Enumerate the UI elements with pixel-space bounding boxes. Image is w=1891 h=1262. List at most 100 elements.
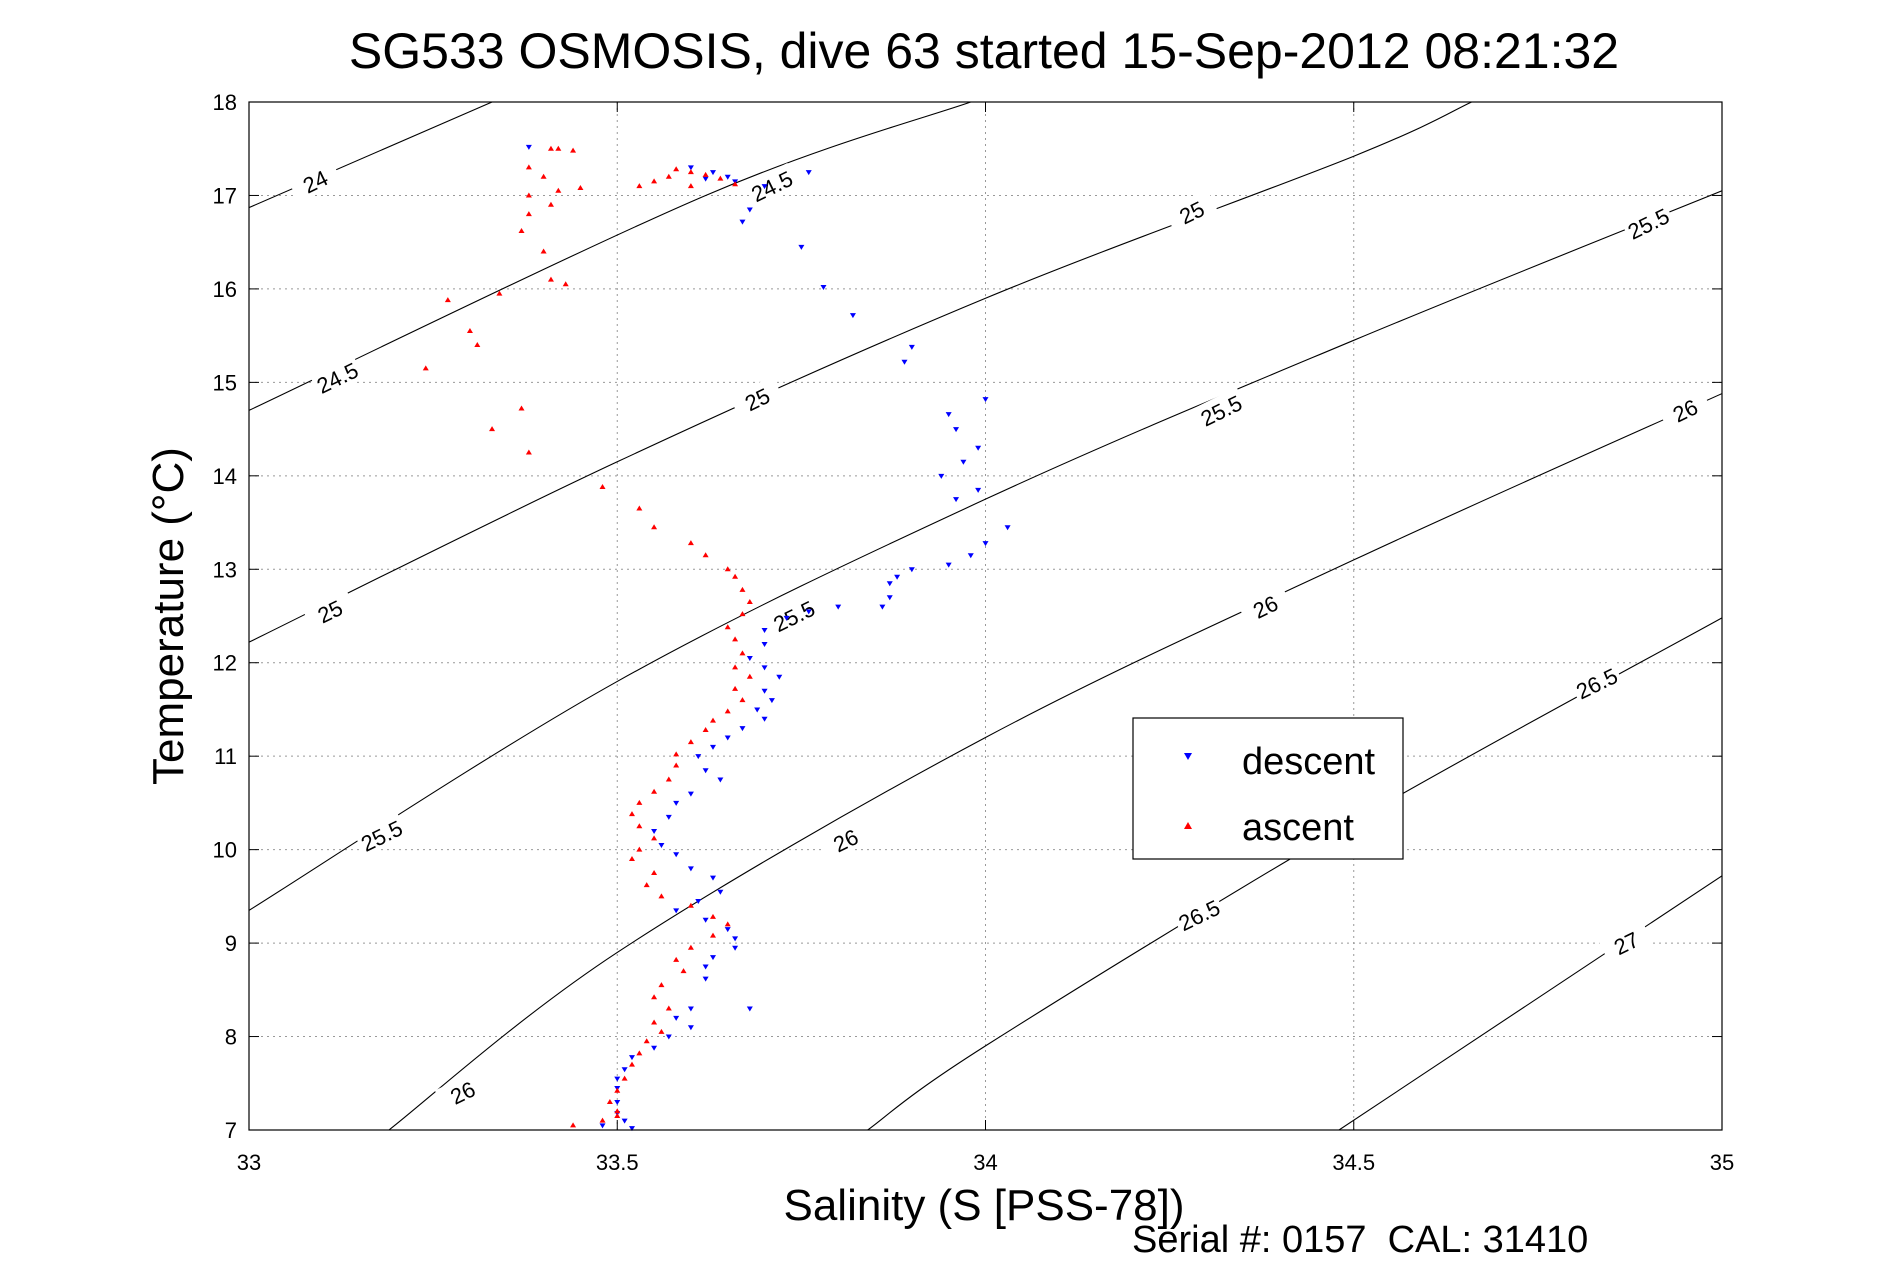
descent-point bbox=[761, 716, 768, 722]
legend-ascent-label: ascent bbox=[1242, 807, 1354, 849]
ascent-point bbox=[651, 788, 658, 794]
density-contour-line bbox=[249, 190, 1722, 911]
ascent-point bbox=[643, 882, 650, 888]
x-tick-label: 35 bbox=[1710, 1150, 1734, 1175]
descent-point bbox=[975, 445, 982, 451]
descent-point bbox=[717, 777, 724, 783]
ascent-point bbox=[739, 611, 746, 617]
ascent-point bbox=[540, 248, 547, 254]
ascent-point bbox=[422, 365, 429, 371]
descent-point bbox=[886, 581, 893, 587]
descent-point bbox=[805, 609, 812, 615]
ascent-point bbox=[636, 505, 643, 511]
y-tick-label: 13 bbox=[213, 557, 237, 582]
descent-point bbox=[709, 170, 716, 176]
descent-point bbox=[783, 615, 790, 621]
ascent-point bbox=[599, 484, 606, 490]
ascent-point bbox=[658, 893, 665, 899]
descent-point bbox=[945, 562, 952, 568]
descent-point bbox=[717, 889, 724, 895]
y-tick-label: 15 bbox=[213, 370, 237, 395]
descent-point bbox=[739, 726, 746, 732]
descent-point bbox=[746, 1006, 753, 1012]
descent-point bbox=[732, 945, 739, 951]
ascent-point bbox=[746, 598, 753, 604]
ascent-point bbox=[636, 846, 643, 852]
descent-point bbox=[938, 473, 945, 479]
descent-point bbox=[835, 604, 842, 610]
descent-point bbox=[746, 207, 753, 213]
descent-point bbox=[687, 866, 694, 872]
ascent-point bbox=[614, 1112, 621, 1118]
x-tick-label: 34 bbox=[973, 1150, 997, 1175]
descent-point bbox=[687, 1006, 694, 1012]
density-contour-line bbox=[388, 393, 1722, 1130]
legend: descent ascent bbox=[1132, 717, 1404, 860]
ascent-point bbox=[614, 1087, 621, 1093]
descent-point bbox=[665, 1034, 672, 1040]
ascent-point bbox=[673, 751, 680, 757]
ascent-point bbox=[577, 184, 584, 190]
descent-point bbox=[975, 487, 982, 493]
descent-point bbox=[658, 842, 665, 848]
descent-point bbox=[673, 908, 680, 914]
descent-point bbox=[665, 814, 672, 820]
descent-point bbox=[673, 1015, 680, 1021]
descent-point bbox=[651, 1045, 658, 1051]
series-ascent bbox=[422, 145, 753, 1128]
ascent-point bbox=[673, 956, 680, 962]
legend-descent-label: descent bbox=[1242, 741, 1376, 783]
ascent-point bbox=[724, 708, 731, 714]
ascent-point bbox=[709, 932, 716, 938]
descent-point bbox=[732, 936, 739, 942]
x-tick-label: 33 bbox=[237, 1150, 261, 1175]
x-tick-label: 33.5 bbox=[596, 1150, 639, 1175]
ascent-point bbox=[665, 173, 672, 179]
descent-point bbox=[798, 244, 805, 250]
descent-point bbox=[982, 397, 989, 403]
y-axis-ticks: 7 8 9 10 11 12 13 14 15 16 17 18 bbox=[213, 90, 1722, 1143]
ascent-point bbox=[636, 799, 643, 805]
descent-point bbox=[761, 642, 768, 648]
y-tick-label: 12 bbox=[213, 651, 237, 676]
descent-point bbox=[894, 574, 901, 580]
ascent-point bbox=[606, 1098, 613, 1104]
descent-point bbox=[673, 800, 680, 806]
descent-point bbox=[702, 964, 709, 970]
descent-point bbox=[687, 791, 694, 797]
ascent-point bbox=[570, 1122, 577, 1128]
descent-point bbox=[695, 754, 702, 760]
legend-descent-marker bbox=[1184, 753, 1192, 760]
ascent-point bbox=[540, 173, 547, 179]
density-contour-line bbox=[249, 102, 493, 209]
ascent-point bbox=[518, 405, 525, 411]
ascent-point bbox=[687, 540, 694, 546]
ascent-point bbox=[636, 823, 643, 829]
ascent-point bbox=[651, 1019, 658, 1025]
ascent-point bbox=[673, 762, 680, 768]
y-tick-label: 9 bbox=[225, 931, 237, 956]
descent-point bbox=[673, 852, 680, 858]
descent-point bbox=[953, 427, 960, 433]
y-axis-label: Temperature (°C) bbox=[144, 447, 193, 785]
ascent-point bbox=[687, 944, 694, 950]
ascent-point bbox=[687, 183, 694, 189]
ascent-point bbox=[651, 178, 658, 184]
ascent-point bbox=[658, 1028, 665, 1034]
ascent-point bbox=[739, 586, 746, 592]
descent-point bbox=[614, 1076, 621, 1082]
plot-background bbox=[249, 102, 1722, 1130]
descent-point bbox=[525, 144, 532, 150]
y-tick-label: 17 bbox=[213, 183, 237, 208]
descent-point bbox=[724, 927, 731, 933]
ascent-point bbox=[570, 147, 577, 153]
ascent-point bbox=[673, 166, 680, 172]
descent-point bbox=[746, 656, 753, 662]
descent-point bbox=[724, 735, 731, 741]
ascent-point bbox=[687, 169, 694, 175]
descent-point bbox=[967, 553, 974, 559]
descent-point bbox=[820, 285, 827, 291]
descent-point bbox=[621, 1118, 628, 1124]
descent-point bbox=[687, 165, 694, 171]
descent-point bbox=[960, 459, 967, 465]
